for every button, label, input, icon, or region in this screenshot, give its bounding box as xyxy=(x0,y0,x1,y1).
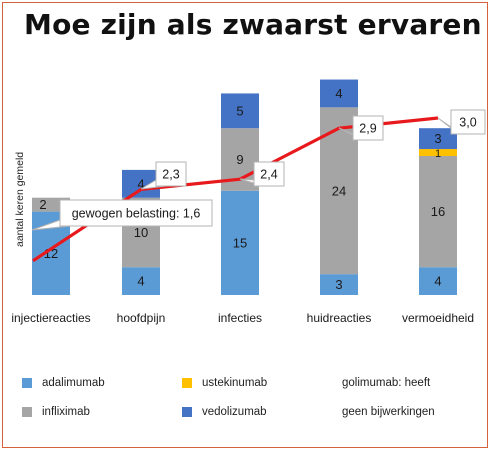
legend-note-golimumab: golimumab: heeft xyxy=(342,377,431,389)
legend-item-vedolizumab: vedolizumab xyxy=(182,406,267,418)
data-label-infliximab-vermoeidheid: 16 xyxy=(431,204,445,219)
data-label-vedolizumab-infecties: 5 xyxy=(236,103,243,118)
bar-segment-infliximab-vermoeidheid xyxy=(419,156,457,268)
callout-box-injectiereacties xyxy=(59,199,213,227)
data-label-adalimumab-vermoeidheid: 4 xyxy=(434,274,441,289)
data-label-infliximab-hoofdpijn: 10 xyxy=(134,225,148,240)
data-label-adalimumab-infecties: 15 xyxy=(233,235,247,250)
bar-segment-vedolizumab-huidreacties xyxy=(320,79,358,108)
y-axis-label: aantal keren gemeld xyxy=(14,152,26,247)
callout-box-infecties xyxy=(253,161,285,187)
bar-segment-vedolizumab-infecties xyxy=(221,93,259,129)
legend-swatch-adalimumab xyxy=(22,378,32,388)
legend-item-ustekinumab: ustekinumab xyxy=(182,377,267,389)
trend-value-label-injectiereacties: gewogen belasting: 1,6 xyxy=(72,207,201,221)
trend-value-label-vermoeidheid: 3,0 xyxy=(459,116,476,130)
legend-swatch-ustekinumab xyxy=(182,378,192,388)
category-label-hoofdpijn: hoofdpijn xyxy=(117,311,166,325)
legend-note-no-side-effects: geen bijwerkingen xyxy=(342,406,435,418)
callout-box-hoofdpijn xyxy=(155,161,187,187)
trend-value-label-hoofdpijn: 2,3 xyxy=(162,168,179,182)
bar-segment-adalimumab-huidreacties xyxy=(320,274,358,295)
bar-segment-adalimumab-vermoeidheid xyxy=(419,267,457,295)
legend-label-adalimumab: adalimumab xyxy=(42,377,105,389)
legend-swatch-vedolizumab xyxy=(182,407,192,417)
data-label-infliximab-infecties: 9 xyxy=(236,152,243,167)
legend-label-vedolizumab: vedolizumab xyxy=(202,406,267,418)
legend-item-infliximab: infliximab xyxy=(22,406,90,418)
bar-segment-ustekinumab-vermoeidheid xyxy=(419,149,457,156)
data-label-vedolizumab-vermoeidheid: 3 xyxy=(434,131,441,146)
trend-value-label-infecties: 2,4 xyxy=(260,168,277,182)
chart-frame xyxy=(2,2,488,448)
bar-segment-adalimumab-hoofdpijn xyxy=(122,267,160,295)
category-label-huidreacties: huidreacties xyxy=(307,311,372,325)
category-label-injectiereacties: injectiereacties xyxy=(11,311,90,325)
data-label-vedolizumab-hoofdpijn: 4 xyxy=(137,176,144,191)
category-label-vermoeidheid: vermoeidheid xyxy=(402,311,474,325)
data-label-adalimumab-hoofdpijn: 4 xyxy=(137,274,144,289)
legend-item-adalimumab: adalimumab xyxy=(22,377,105,389)
data-label-ustekinumab-vermoeidheid: 1 xyxy=(435,148,441,160)
callout-box-vermoeidheid xyxy=(450,109,486,135)
bar-segment-vedolizumab-vermoeidheid xyxy=(419,128,457,150)
chart-title: Moe zijn als zwaarst ervaren xyxy=(24,8,482,41)
bar-segment-adalimumab-infecties xyxy=(221,190,259,295)
data-label-infliximab-injectiereacties: 2 xyxy=(39,197,46,212)
legend-label-ustekinumab: ustekinumab xyxy=(202,377,268,389)
data-label-vedolizumab-huidreacties: 4 xyxy=(335,86,342,101)
legend-label-infliximab: infliximab xyxy=(42,406,90,418)
trend-value-label-huidreacties: 2,9 xyxy=(359,122,376,136)
data-label-adalimumab-huidreacties: 3 xyxy=(335,277,342,292)
category-label-infecties: infecties xyxy=(218,311,262,325)
legend-swatch-infliximab xyxy=(22,407,32,417)
data-label-infliximab-huidreacties: 24 xyxy=(332,183,346,198)
callout-box-huidreacties xyxy=(352,115,384,141)
